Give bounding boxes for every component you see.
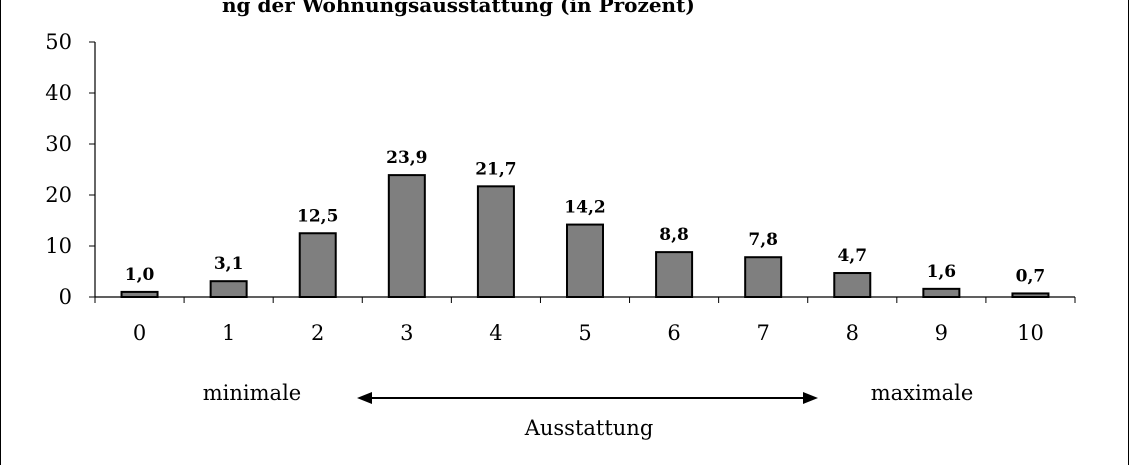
- x-tick-label: 6: [667, 321, 680, 345]
- bar: [120, 290, 159, 298]
- y-tick-label: 30: [45, 132, 72, 156]
- y-axis: 0 10 20 30 40 50: [45, 30, 96, 309]
- data-label: 21,7: [475, 159, 516, 179]
- y-tick-label: 10: [45, 234, 72, 258]
- data-label: 12,5: [297, 206, 338, 226]
- arrow-head-left: [357, 392, 372, 404]
- bar: [298, 232, 337, 298]
- arrow-head-right: [803, 392, 818, 404]
- x-tick-label: 7: [756, 321, 769, 345]
- x-tick-label: 9: [935, 321, 948, 345]
- y-tick-label: 40: [45, 81, 72, 105]
- bar: [387, 174, 426, 298]
- bar: [744, 256, 783, 298]
- annotation-minimale: minimale: [203, 381, 301, 405]
- y-tick-label: 0: [59, 285, 72, 309]
- data-label: 8,8: [659, 225, 689, 245]
- x-tick-label: 4: [489, 321, 502, 345]
- x-tick-label: 1: [222, 321, 235, 345]
- bar: [655, 251, 694, 298]
- data-label: 4,7: [837, 246, 867, 266]
- data-labels: 1,0 3,1 12,5 23,9 21,7 14,2 8,8 7,8 4,7 1,6 0,7: [125, 148, 1045, 286]
- x-tick-label: 3: [400, 321, 413, 345]
- data-label: 14,2: [564, 198, 605, 218]
- data-label: 23,9: [386, 148, 427, 168]
- annotation-ausstattung: Ausstattung: [524, 416, 654, 440]
- bar: [566, 223, 604, 298]
- bar: [833, 272, 872, 298]
- x-tick-label: 0: [133, 321, 146, 345]
- double-arrow: [357, 392, 818, 404]
- annotation-maximale: maximale: [871, 381, 974, 405]
- x-tick-label: 10: [1017, 321, 1044, 345]
- x-axis: 0 1 2 3 4 5 6 7 8 9 10: [94, 296, 1076, 345]
- x-tick-label: 5: [578, 321, 591, 345]
- y-tick-label: 50: [45, 30, 72, 54]
- bar: [1011, 292, 1050, 298]
- data-label: 7,8: [748, 230, 778, 250]
- data-label: 3,1: [214, 254, 244, 274]
- y-tick-label: 20: [45, 183, 72, 207]
- chart-title: ng der Wohnungsausstattung (in Prozent): [222, 0, 695, 17]
- data-label: 1,6: [927, 262, 957, 282]
- bar: [476, 185, 515, 298]
- x-tick-label: 2: [311, 321, 324, 345]
- data-label: 0,7: [1016, 266, 1046, 286]
- x-tick-label: 8: [846, 321, 859, 345]
- bar: [209, 280, 248, 299]
- bar: [922, 287, 961, 298]
- bars: [120, 174, 1050, 299]
- data-label: 1,0: [125, 265, 155, 285]
